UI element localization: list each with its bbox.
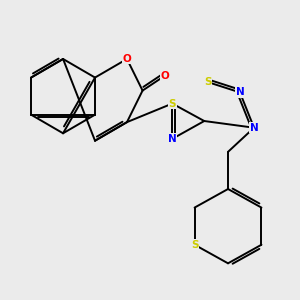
Text: O: O — [123, 54, 131, 64]
Text: N: N — [250, 123, 258, 133]
Text: O: O — [160, 71, 169, 81]
Text: N: N — [168, 134, 177, 144]
Text: N: N — [236, 87, 244, 98]
Text: S: S — [191, 240, 198, 250]
Text: S: S — [204, 77, 211, 87]
Text: S: S — [169, 99, 176, 109]
